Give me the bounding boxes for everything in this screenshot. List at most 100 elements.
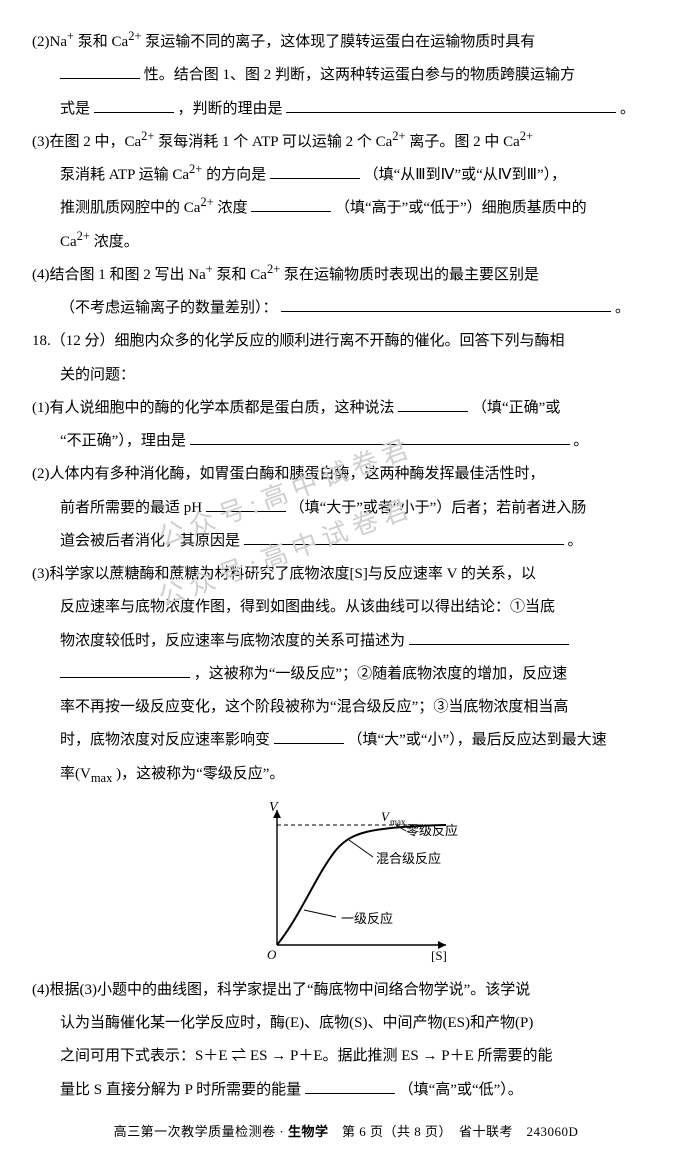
q18-3-cont6: 率(Vmax )，这被称为“零级反应”。: [32, 760, 660, 789]
blank: [251, 195, 331, 213]
blank: [281, 295, 611, 313]
text: 率不再按一级反应变化，这个阶段被称为“混合级反应”；③当底物浓度相当高: [60, 699, 568, 715]
text: 。: [573, 433, 588, 449]
text: 的方向是: [206, 167, 266, 183]
text: （填“高”或“低”）。: [399, 1082, 523, 1098]
text: （填“高于”或“低于”）细胞质基质中的: [335, 200, 587, 216]
svg-text:零级反应: 零级反应: [406, 823, 458, 838]
svg-text:[S]: [S]: [431, 948, 447, 963]
blank: [398, 394, 468, 412]
text: 道会被后者消化，其原因是: [60, 533, 240, 549]
sup: 2+: [267, 262, 280, 276]
q18-4: (4)根据(3)小题中的曲线图，科学家提出了“酶底物中间络合物学说”。该学说: [32, 976, 660, 1005]
q18-3-cont2: 物浓度较低时，反应速率与底物浓度的关系可描述为: [32, 627, 660, 656]
q17-3-cont3: Ca2+ 浓度。: [32, 228, 660, 257]
footer-subject: 生物学: [288, 1124, 329, 1139]
svg-text:O: O: [267, 947, 277, 962]
q17-2-cont2: 式是 ，判断的理由是 。: [32, 95, 660, 124]
text: (1)有人说细胞中的酶的化学本质都是蛋白质，这种说法: [32, 400, 395, 416]
text: 18.（12 分）细胞内众多的化学反应的顺利进行离不开酶的催化。回答下列与酶相: [32, 333, 565, 349]
text: 泵在运输物质时表现出的最主要区别是: [284, 267, 539, 283]
text: “不正确”），理由是: [60, 433, 186, 449]
q18-4-cont2: 之间可用下式表示：S＋E ⇌ ES → P＋E。据此推测 ES → P＋E 所需…: [32, 1042, 660, 1071]
text: 性。结合图 1、图 2 判断，这两种转运蛋白参与的物质跨膜运输方: [144, 67, 575, 83]
text: 泵和 Ca: [78, 34, 128, 50]
text: 离子。图 2 中 Ca: [409, 134, 519, 150]
page-footer: 高三第一次教学质量检测卷 · 生物学 第 6 页（共 8 页） 省十联考 243…: [32, 1119, 660, 1144]
footer-left: 高三第一次教学质量检测卷 ·: [114, 1124, 288, 1139]
svg-text:V: V: [269, 800, 279, 815]
blank: [274, 727, 344, 745]
text: ，这被称为“一级反应”；②随着底物浓度的增加，反应速: [194, 666, 567, 682]
sup: 2+: [141, 129, 154, 143]
q17-4-cont: （不考虑运输离子的数量差别）： 。: [32, 294, 660, 323]
text: 。: [568, 533, 583, 549]
text: （填“大”或“小”），最后反应达到最大速: [348, 732, 607, 748]
sup: 2+: [392, 129, 405, 143]
text: 关的问题：: [60, 367, 135, 383]
q17-3-cont: 泵消耗 ATP 运输 Ca2+ 的方向是 （填“从Ⅲ到Ⅳ”或“从Ⅳ到Ⅲ”），: [32, 161, 660, 190]
q18-2: (2)人体内有多种消化酶，如胃蛋白酶和胰蛋白酶，这两种酶发挥最佳活性时，: [32, 460, 660, 489]
q18-1: (1)有人说细胞中的酶的化学本质都是蛋白质，这种说法 （填“正确”或: [32, 394, 660, 423]
footer-page: 第 6 页（共 8 页）: [328, 1124, 445, 1139]
text: 泵和 Ca: [217, 267, 267, 283]
q17-2-cont: 性。结合图 1、图 2 判断，这两种转运蛋白参与的物质跨膜运输方: [32, 61, 660, 90]
text: 泵运输不同的离子，这体现了膜转运蛋白在运输物质时具有: [145, 34, 535, 50]
blank: [190, 428, 570, 446]
text: (3)在图 2 中，Ca: [32, 134, 141, 150]
text: 量比 S 直接分解为 P 时所需要的能量: [60, 1082, 301, 1098]
q17-4: (4)结合图 1 和图 2 写出 Na+ 泵和 Ca2+ 泵在运输物质时表现出的…: [32, 261, 660, 290]
reaction-rate-chart: V[S]OVmax零级反应混合级反应一级反应: [231, 795, 461, 970]
sup: 2+: [77, 229, 90, 243]
blank: [60, 62, 140, 80]
q17-3-cont2: 推测肌质网腔中的 Ca2+ 浓度 （填“高于”或“低于”）细胞质基质中的: [32, 194, 660, 223]
q18: 18.（12 分）细胞内众多的化学反应的顺利进行离不开酶的催化。回答下列与酶相: [32, 327, 660, 356]
q18-4-cont3: 量比 S 直接分解为 P 时所需要的能量 （填“高”或“低”）。: [32, 1076, 660, 1105]
q18-3: (3)科学家以蔗糖酶和蔗糖为材料研究了底物浓度[S]与反应速率 V 的关系，以: [32, 560, 660, 589]
text: 反应速率与底物浓度作图，得到如图曲线。从该曲线可以得出结论：①当底: [60, 599, 555, 615]
blank: [60, 660, 190, 678]
sup: 2+: [200, 195, 213, 209]
footer-exam: 省十联考: [445, 1124, 513, 1139]
text: 推测肌质网腔中的 Ca: [60, 200, 200, 216]
text: 浓度: [217, 200, 247, 216]
blank: [94, 95, 174, 113]
text: Ca: [60, 234, 77, 250]
q18-3-cont: 反应速率与底物浓度作图，得到如图曲线。从该曲线可以得出结论：①当底: [32, 593, 660, 622]
sup: 2+: [128, 29, 141, 43]
text: 率(V: [60, 766, 91, 782]
text: ，判断的理由是: [178, 101, 283, 117]
page: 公众号:高中试卷君 公众号:高中试卷君 (2)Na+ 泵和 Ca2+ 泵运输不同…: [32, 28, 660, 1144]
q18-cont: 关的问题：: [32, 361, 660, 390]
blank: [409, 627, 569, 645]
text: （填“正确”或: [472, 400, 560, 416]
text: (2)人体内有多种消化酶，如胃蛋白酶和胰蛋白酶，这两种酶发挥最佳活性时，: [32, 466, 545, 482]
sub: max: [91, 771, 113, 785]
sup: +: [67, 29, 74, 43]
sup: 2+: [189, 162, 202, 176]
svg-text:max: max: [390, 817, 406, 827]
q18-3-cont3: ，这被称为“一级反应”；②随着底物浓度的增加，反应速: [32, 660, 660, 689]
text: 认为当酶催化某一化学反应时，酶(E)、底物(S)、中间产物(ES)和产物(P): [60, 1015, 533, 1031]
text: (3)科学家以蔗糖酶和蔗糖为材料研究了底物浓度[S]与反应速率 V 的关系，以: [32, 566, 536, 582]
sup: 2+: [520, 129, 533, 143]
text: 时，底物浓度对反应速率影响变: [60, 732, 270, 748]
q18-2-cont2: 道会被后者消化，其原因是 。: [32, 527, 660, 556]
text: 之间可用下式表示：S＋E ⇌ ES → P＋E。据此推测 ES → P＋E 所需…: [60, 1048, 553, 1064]
text: 物浓度较低时，反应速率与底物浓度的关系可描述为: [60, 633, 405, 649]
blank: [270, 162, 360, 180]
text: 。: [615, 300, 630, 316]
text: )，这被称为“零级反应”。: [116, 766, 284, 782]
text: 泵消耗 ATP 运输 Ca: [60, 167, 189, 183]
q18-2-cont: 前者所需要的最适 pH （填“大于”或者“小于”）后者；若前者进入肠: [32, 494, 660, 523]
text: (4)结合图 1 和图 2 写出 Na: [32, 267, 206, 283]
blank: [305, 1076, 395, 1094]
text: （不考虑运输离子的数量差别）：: [60, 300, 278, 316]
svg-text:一级反应: 一级反应: [341, 911, 393, 926]
text: 泵每消耗 1 个 ATP 可以运输 2 个 Ca: [158, 134, 392, 150]
text: 式是: [60, 101, 90, 117]
q18-3-cont4: 率不再按一级反应变化，这个阶段被称为“混合级反应”；③当底物浓度相当高: [32, 693, 660, 722]
q18-1-cont: “不正确”），理由是 。: [32, 427, 660, 456]
text: (4)根据(3)小题中的曲线图，科学家提出了“酶底物中间络合物学说”。该学说: [32, 982, 530, 998]
blank: [286, 95, 616, 113]
